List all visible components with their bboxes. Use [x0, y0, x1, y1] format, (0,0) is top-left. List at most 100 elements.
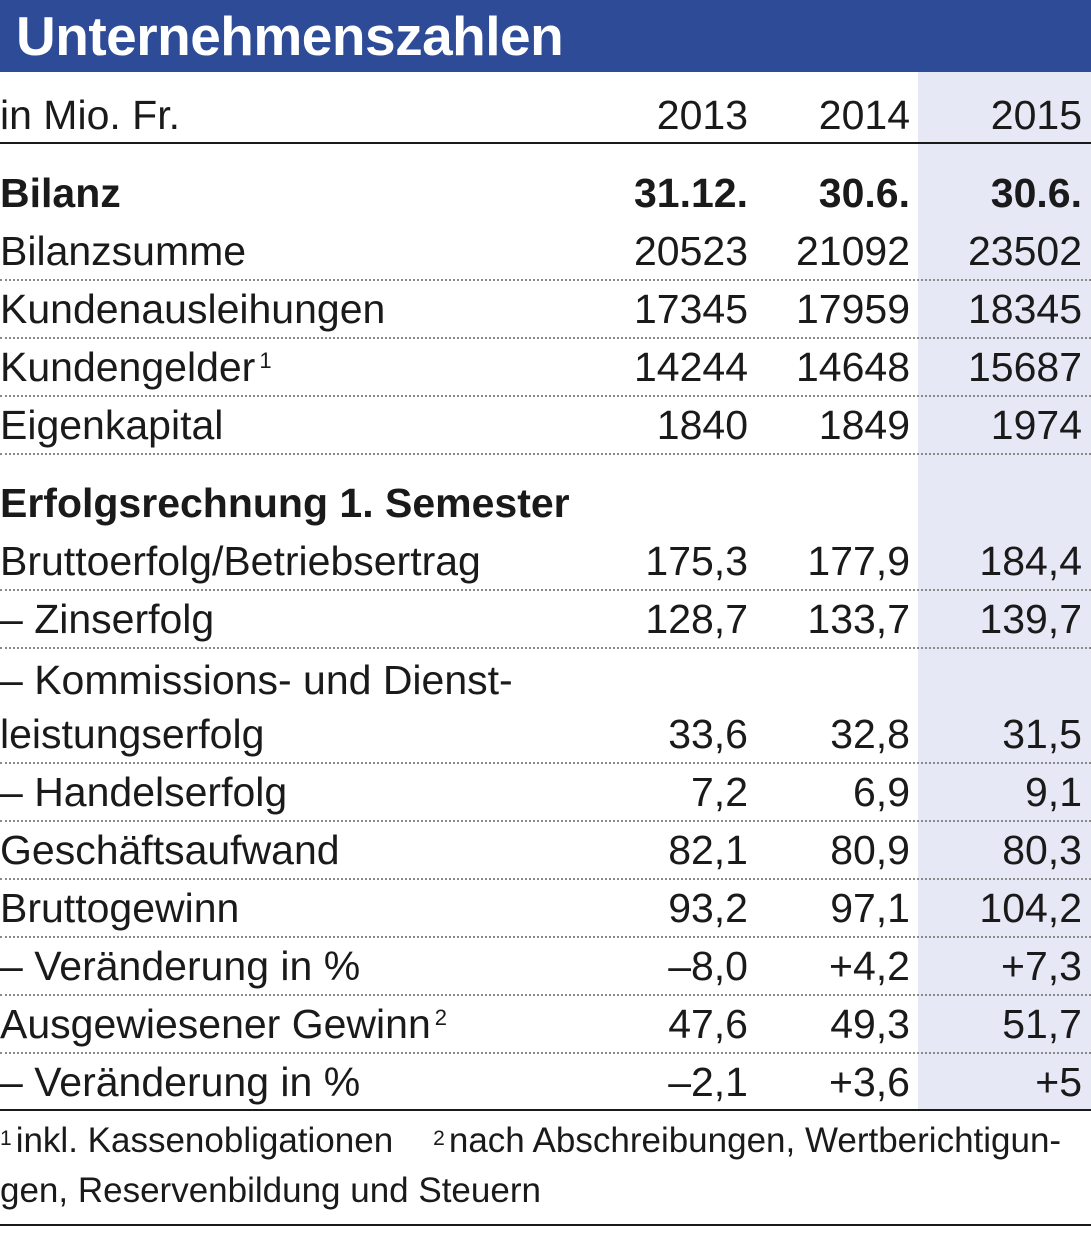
cell-value: 47,6: [668, 1001, 748, 1047]
table-row: – Zinserfolg 128,7 133,7 139,7: [0, 590, 1091, 648]
row-divider: [0, 820, 1091, 822]
row-divider: [0, 647, 1091, 649]
footnote-text: inkl. Kassenobligationen: [15, 1121, 394, 1160]
cell-value: 17959: [795, 286, 910, 332]
table-row: – Veränderung in % –8,0 +4,2 +7,3: [0, 937, 1091, 995]
row-label: – Zinserfolg: [0, 596, 215, 642]
cell-value: 17345: [633, 286, 748, 332]
row-divider: [0, 395, 1091, 397]
cell-value: 139,7: [979, 596, 1082, 642]
table-row: Ausgewiesener Gewinn 2 47,6 49,3 51,7: [0, 995, 1091, 1053]
cell-value: 104,2: [979, 885, 1082, 931]
row-divider: [0, 1052, 1091, 1054]
cell-value: 1840: [656, 402, 748, 448]
row-label: – Kommissions- und Dienst-: [0, 657, 513, 703]
row-label: Bruttoerfolg/Betriebsertrag: [0, 538, 481, 584]
cell-value: +3,6: [829, 1059, 910, 1105]
table-row: Bruttogewinn 93,2 97,1 104,2: [0, 879, 1091, 937]
table-row: Kundengelder 1 14244 14648 15687: [0, 338, 1091, 396]
row-label-continued: leistungserfolg: [0, 711, 265, 757]
row-divider: [0, 589, 1091, 591]
footnotes: 1 inkl. Kassenobligationen 2 nach Abschreib…: [0, 1116, 1085, 1216]
cell-value: 80,3: [1002, 827, 1082, 873]
cell-value: 128,7: [645, 596, 748, 642]
section-date: 30.6.: [990, 170, 1082, 216]
column-header-2014: 2014: [818, 92, 910, 138]
footnote-text: nach Abschreibungen, Wertberichtigun-: [448, 1121, 1062, 1160]
table-row: Eigenkapital 1840 1849 1974: [0, 396, 1091, 454]
row-divider: [0, 337, 1091, 339]
cell-value: 184,4: [979, 538, 1082, 584]
table-bottom-rule: [0, 1109, 1091, 1111]
cell-value: 133,7: [807, 596, 910, 642]
row-label: Kundengelder 1: [0, 338, 272, 396]
cell-value: 21092: [795, 228, 910, 274]
footnote-marker: 1: [259, 348, 272, 373]
cell-value: 49,3: [830, 1001, 910, 1047]
row-label: – Veränderung in %: [0, 1059, 361, 1105]
cell-value: 33,6: [668, 711, 748, 757]
row-label: Eigenkapital: [0, 402, 224, 448]
table-row: Geschäftsaufwand 82,1 80,9 80,3: [0, 821, 1091, 879]
cell-value: 1849: [818, 402, 910, 448]
cell-value: –2,1: [668, 1059, 748, 1105]
row-label: – Veränderung in %: [0, 943, 361, 989]
section-title: Bilanz: [0, 170, 121, 216]
footer-rule: [0, 1224, 1091, 1226]
table-row: Bruttoerfolg/Betriebsertrag 175,3 177,9 …: [0, 532, 1091, 590]
cell-value: 14244: [633, 344, 748, 390]
header-bar: Unternehmenszahlen: [0, 0, 1091, 72]
cell-value: 9,1: [1025, 769, 1082, 815]
footnote-marker: 2: [433, 1127, 445, 1150]
row-label-text: Ausgewiesener Gewinn: [0, 1001, 431, 1047]
cell-value: 97,1: [830, 885, 910, 931]
cell-value: 6,9: [853, 769, 910, 815]
cell-value: 82,1: [668, 827, 748, 873]
row-label: Bilanzsumme: [0, 228, 247, 274]
section-title-row: Erfolgsrechnung 1. Semester: [0, 474, 1091, 532]
row-divider: [0, 878, 1091, 880]
cell-value: +7,3: [1001, 943, 1082, 989]
footnote-marker: 1: [0, 1127, 12, 1150]
cell-value: –8,0: [668, 943, 748, 989]
row-divider: [0, 936, 1091, 938]
row-divider: [0, 762, 1091, 764]
table-row: Bilanzsumme 20523 21092 23502: [0, 222, 1091, 280]
cell-value: 15687: [967, 344, 1082, 390]
unit-label: in Mio. Fr.: [0, 92, 180, 138]
table-row-wrapped-first: – Kommissions- und Dienst-: [0, 651, 1091, 709]
section-title: Erfolgsrechnung 1. Semester: [0, 480, 570, 526]
cell-value: 18345: [967, 286, 1082, 332]
column-header-row: in Mio. Fr. 2013 2014 2015: [0, 86, 1091, 144]
cell-value: 23502: [967, 228, 1082, 274]
footnote-line: gen, Reservenbildung und Steuern: [0, 1171, 541, 1210]
row-label: Geschäftsaufwand: [0, 827, 340, 873]
column-header-2015: 2015: [990, 92, 1082, 138]
cell-value: +5: [1035, 1059, 1082, 1105]
cell-value: 1974: [990, 402, 1082, 448]
section-title-row: Bilanz 31.12. 30.6. 30.6.: [0, 164, 1091, 222]
cell-value: 7,2: [691, 769, 748, 815]
table-row: leistungserfolg 33,6 32,8 31,5: [0, 705, 1091, 763]
row-divider: [0, 279, 1091, 281]
footnote-marker: 2: [434, 1005, 447, 1030]
table-row: – Handelserfolg 7,2 6,9 9,1: [0, 763, 1091, 821]
section-date: 30.6.: [818, 170, 910, 216]
column-header-2013: 2013: [656, 92, 748, 138]
row-label-text: Kundengelder: [0, 344, 256, 390]
row-label: – Handelserfolg: [0, 769, 288, 815]
row-label: Ausgewiesener Gewinn 2: [0, 995, 447, 1053]
table-row: – Veränderung in % –2,1 +3,6 +5: [0, 1053, 1091, 1111]
row-label: Kundenausleihungen: [0, 286, 386, 332]
cell-value: 14648: [795, 344, 910, 390]
row-divider: [0, 453, 1091, 455]
cell-value: 80,9: [830, 827, 910, 873]
row-label: Bruttogewinn: [0, 885, 240, 931]
footnote-line: 1 inkl. Kassenobligationen 2 nach Abschreib…: [0, 1116, 1085, 1166]
cell-value: +4,2: [829, 943, 910, 989]
cell-value: 175,3: [645, 538, 748, 584]
cell-value: 31,5: [1002, 711, 1082, 757]
cell-value: 20523: [633, 228, 748, 274]
row-divider: [0, 994, 1091, 996]
cell-value: 177,9: [807, 538, 910, 584]
